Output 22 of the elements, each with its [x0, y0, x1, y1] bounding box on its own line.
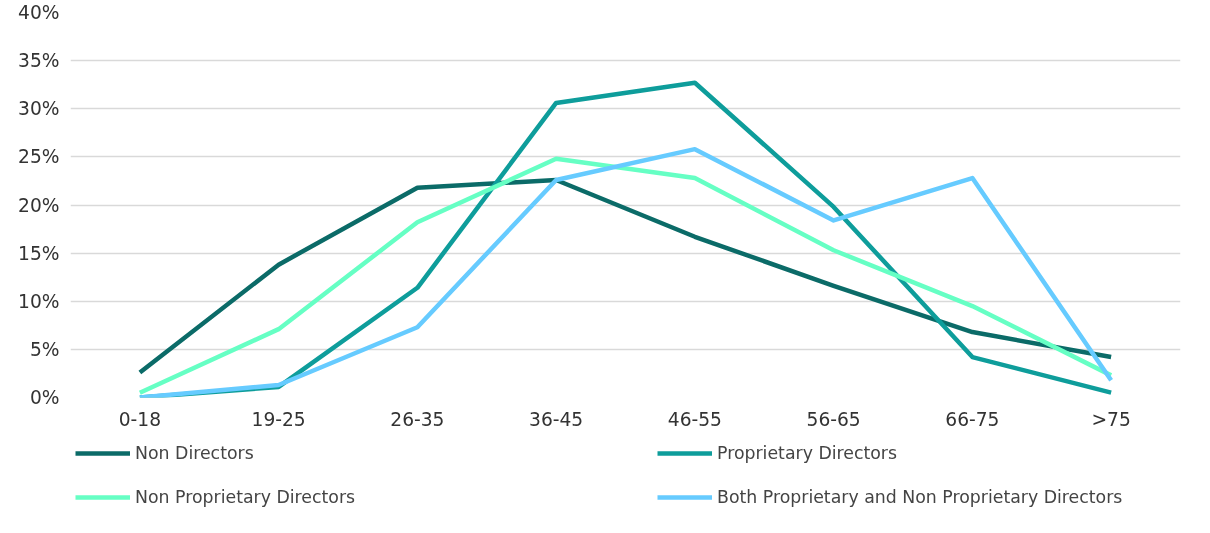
x-tick-label: 36-45 [529, 408, 584, 430]
x-tick-label: 66-75 [945, 408, 1000, 430]
x-tick-label: 46-55 [667, 408, 722, 430]
legend-label: Non Proprietary Directors [135, 486, 357, 508]
x-tick-label: 19-25 [251, 408, 306, 430]
x-tick-label: 0-18 [118, 408, 162, 430]
x-tick-label: 56-65 [806, 408, 861, 430]
y-tick-label: 30% [18, 98, 60, 120]
x-tick-label: >75 [1091, 408, 1131, 430]
y-tick-label: 25% [18, 146, 60, 168]
y-tick-label: 40% [18, 2, 60, 23]
y-tick-label: 10% [18, 290, 60, 312]
legend-label: Non Directors [135, 442, 255, 464]
x-tick-label: 26-35 [390, 408, 445, 430]
y-tick-label: 20% [18, 194, 60, 216]
y-tick-label: 35% [18, 50, 60, 72]
y-tick-label: 0% [29, 387, 60, 408]
legend-label: Proprietary Directors [717, 442, 899, 464]
line-series [137, 177, 1114, 375]
y-tick-label: 5% [29, 338, 60, 360]
y-tick-label: 15% [18, 242, 60, 264]
legend-label: Both Proprietary and Non Proprietary Directors [717, 486, 1124, 508]
